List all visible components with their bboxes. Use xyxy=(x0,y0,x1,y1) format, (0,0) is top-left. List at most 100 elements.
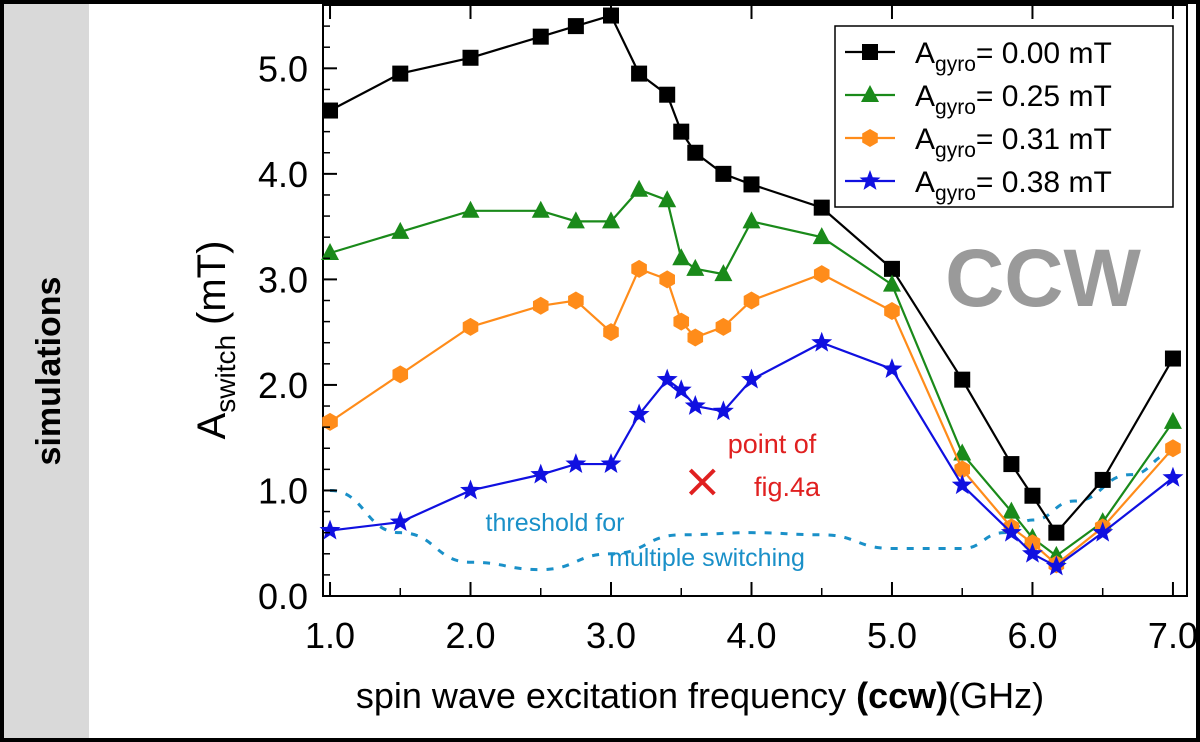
legend-marker xyxy=(859,170,881,190)
legend-label-rest: = 0.31 mT xyxy=(976,123,1112,156)
threshold-curve xyxy=(329,452,1174,572)
series-3-point xyxy=(670,379,692,400)
series-1-point xyxy=(742,211,761,229)
series-3-point xyxy=(1045,555,1067,576)
series-3-point xyxy=(530,463,552,484)
series-2-point xyxy=(954,460,971,479)
y-tick-label: 3.0 xyxy=(258,259,308,300)
legend-entry-0: Agyro= 0.00 mT xyxy=(845,37,1112,76)
series-3-point xyxy=(1022,542,1043,563)
series-2 xyxy=(322,259,1181,574)
series-0-point xyxy=(1094,471,1111,488)
series-2-point xyxy=(715,317,732,336)
series-1-point xyxy=(531,200,550,218)
x-tick-label: 1.0 xyxy=(305,615,355,656)
legend-label-rest: = 0.38 mT xyxy=(976,166,1112,199)
series-0-point xyxy=(954,371,971,388)
series-3-point xyxy=(319,519,341,540)
series-0-point xyxy=(883,260,900,277)
series-0-point xyxy=(1024,487,1041,504)
series-3-point xyxy=(389,511,411,532)
series-1-point xyxy=(1163,411,1182,429)
series-0-point xyxy=(1003,456,1020,473)
series-0-point xyxy=(462,49,479,66)
y-label-sub: switch xyxy=(210,335,241,413)
series-0-point xyxy=(567,18,584,35)
legend-label-main: A xyxy=(915,80,935,113)
series-3-point xyxy=(600,453,622,473)
series-3-point xyxy=(684,395,706,415)
series-1-point xyxy=(658,190,677,208)
series-0-point xyxy=(532,28,549,45)
series-1-point xyxy=(630,179,649,197)
legend-label-sub: gyro xyxy=(935,53,976,76)
series-0-point xyxy=(743,176,760,193)
annotation-line2: fig.4a xyxy=(754,472,821,502)
series-0-point xyxy=(659,86,676,103)
series-0-point xyxy=(673,123,690,140)
series-3-point xyxy=(460,479,481,500)
series-2-point xyxy=(532,296,549,315)
series-3-point xyxy=(656,368,678,389)
series-2-point xyxy=(603,323,619,342)
legend-label-main: A xyxy=(915,166,935,199)
ccw-label: CCW xyxy=(945,233,1141,324)
series-0 xyxy=(322,7,1181,541)
y-tick-label: 1.0 xyxy=(258,470,308,511)
series-1-point xyxy=(882,274,901,292)
series-0-point xyxy=(631,65,648,82)
x-axis-label: spin wave excitation frequency (ccw)(GHz… xyxy=(356,675,1044,716)
legend-label: Agyro= 0.00 mT xyxy=(915,37,1112,76)
legend-label: Agyro= 0.31 mT xyxy=(915,123,1112,162)
legend-label: Agyro= 0.38 mT xyxy=(915,166,1112,205)
legend-marker xyxy=(862,129,878,147)
series-2-point xyxy=(392,365,409,384)
series-3-point xyxy=(881,358,903,378)
x-label-unit: (GHz) xyxy=(948,675,1044,716)
series-3-point xyxy=(712,400,734,421)
series-3 xyxy=(319,331,1184,576)
y-tick-label: 0.0 xyxy=(258,576,308,617)
y-tick-label: 5.0 xyxy=(258,48,308,89)
series-0-point xyxy=(813,199,830,216)
series-3-point xyxy=(951,474,973,495)
series-0-point xyxy=(392,65,409,82)
legend-box xyxy=(834,25,1174,208)
series-1-point xyxy=(812,227,831,245)
legend-label-sub: gyro xyxy=(935,96,976,119)
legend-entry-1: Agyro= 0.25 mT xyxy=(845,80,1112,119)
x-tick-label: 4.0 xyxy=(726,615,776,656)
series-0-point xyxy=(1164,350,1181,367)
x-tick-label: 2.0 xyxy=(445,615,495,656)
svg-text:Aswitch(mT): Aswitch (mT) xyxy=(190,241,241,440)
side-label: simulations xyxy=(30,277,68,466)
legend-label-sub: gyro xyxy=(935,139,976,162)
series-1-point xyxy=(1002,501,1021,519)
series-2-point xyxy=(673,312,690,331)
series-1-point xyxy=(714,264,733,282)
series-2-point xyxy=(568,291,584,310)
y-axis-label: Aswitch (mT) xyxy=(190,241,241,440)
x-tick-label: 7.0 xyxy=(1148,615,1198,656)
series-3-point xyxy=(1092,521,1114,542)
series-2-point xyxy=(631,259,647,278)
legend-label-main: A xyxy=(915,37,935,70)
x-tick-label: 5.0 xyxy=(867,615,917,656)
series-3-point xyxy=(811,331,833,352)
legend-marker xyxy=(862,44,878,60)
series-3-point xyxy=(1162,466,1184,487)
legend-entry-2: Agyro= 0.31 mT xyxy=(845,123,1112,162)
series-0-point xyxy=(1048,524,1065,541)
series-1-point xyxy=(953,443,972,461)
legend-entry-3: Agyro= 0.38 mT xyxy=(845,166,1112,205)
legend-marker xyxy=(861,85,879,102)
legend-label-main: A xyxy=(915,123,935,156)
series-1-point xyxy=(672,248,691,266)
annotation-line1: point of xyxy=(728,429,817,459)
series-2-point xyxy=(659,270,675,289)
series-0-point xyxy=(322,102,339,119)
annotation-cross-b xyxy=(688,468,716,496)
series-2-point xyxy=(743,291,760,310)
